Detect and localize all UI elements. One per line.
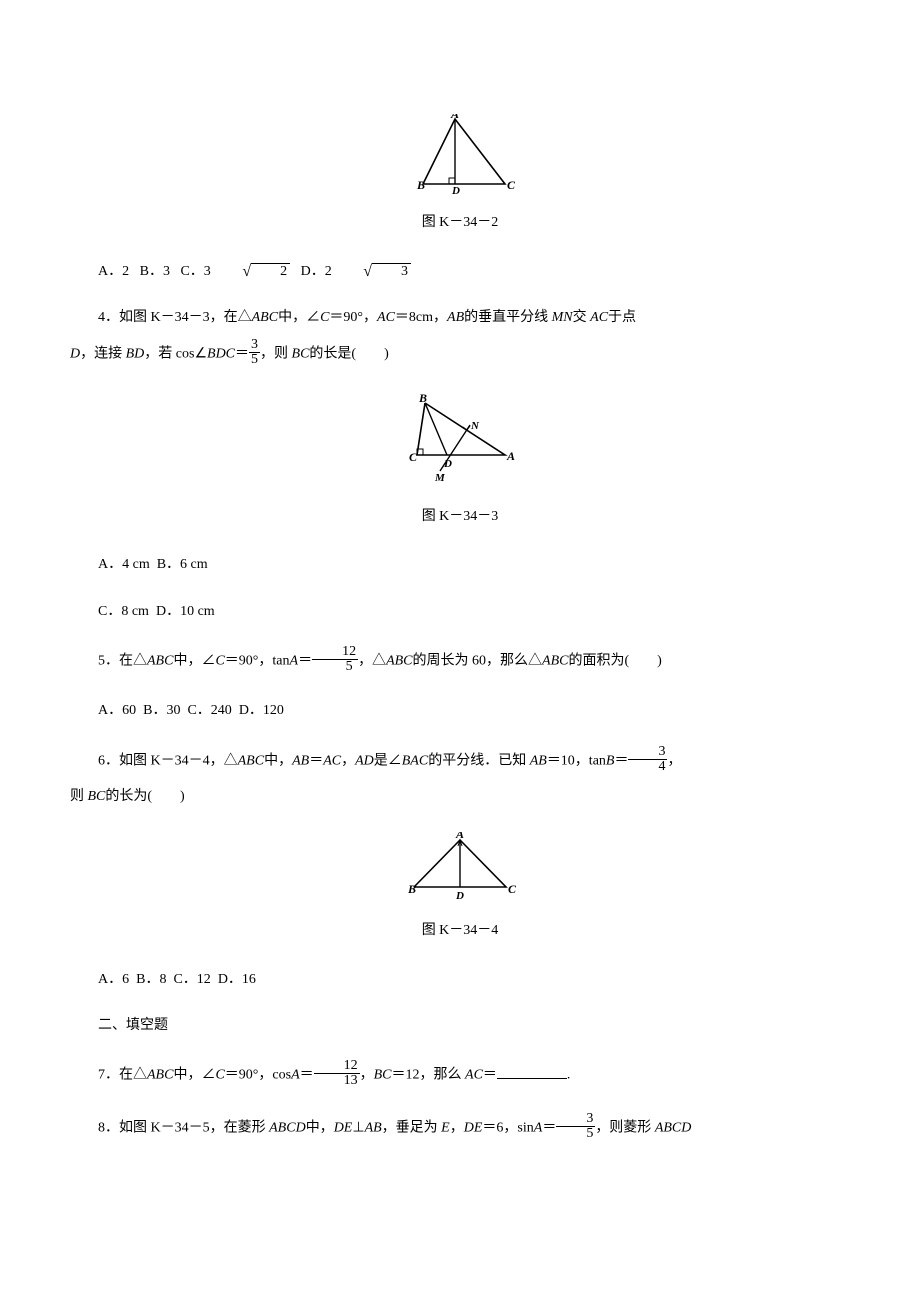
frac-12-5: 125	[312, 645, 358, 674]
label-A: A	[450, 114, 459, 121]
q7-text: 7．在△ABC中，∠C＝90°，cosA＝1213，BC＝12，那么 AC＝.	[70, 1061, 850, 1090]
label-D: D	[451, 185, 460, 194]
q4-text-line2: D，连接 BD，若 cos∠BDC＝35，则 BC的长是( )	[70, 340, 850, 369]
svg-text:A: A	[506, 449, 515, 463]
q5-opts: A．60 B．30 C．240 D．120	[70, 700, 850, 722]
figure-k-34-3: B C A D N M	[70, 393, 850, 496]
page-content: A B C D 图 K－34－2 A．2 B．3 C．3 √2 D．2 √3 4…	[0, 0, 920, 1207]
svg-text:C: C	[409, 450, 418, 464]
section-2-heading: 二、填空题	[70, 1015, 850, 1037]
q6-opts: A．6 B．8 C．12 D．16	[70, 969, 850, 991]
label-C: C	[507, 178, 515, 192]
blank-field	[497, 1064, 567, 1079]
q4-opts-cd: C．8 cm D．10 cm	[70, 601, 850, 623]
svg-text:M: M	[434, 472, 446, 484]
sqrt-2: √2	[214, 263, 290, 281]
svg-text:B: B	[418, 393, 427, 405]
figure-caption-2: 图 K－34－2	[70, 212, 850, 234]
opt-a: A．2	[98, 264, 129, 279]
opt-b: B．3	[140, 264, 170, 279]
frac-3-5: 35	[249, 338, 260, 367]
svg-text:D: D	[443, 458, 452, 470]
triangle-svg-4: A B D C	[400, 832, 520, 902]
figure-caption-4: 图 K－34－4	[70, 920, 850, 942]
q6-text-line1: 6．如图 K－34－4，△ABC中，AB＝AC，AD是∠BAC的平分线．已知 A…	[70, 747, 850, 776]
frac-3-5b: 35	[556, 1112, 595, 1141]
frac-12-13: 1213	[314, 1059, 360, 1088]
triangle-svg-2: A B C D	[405, 114, 515, 194]
figure-k-34-4: A B D C	[70, 832, 850, 910]
sqrt-3: √3	[335, 263, 411, 281]
svg-text:D: D	[455, 890, 464, 902]
q4-text-line1: 4．如图 K－34－3，在△ABC中，∠C＝90°，AC＝8cm，AB的垂直平分…	[70, 307, 850, 329]
svg-text:B: B	[407, 882, 416, 896]
q8-text: 8．如图 K－34－5，在菱形 ABCD中，DE⊥AB，垂足为 E，DE＝6，s…	[70, 1114, 850, 1143]
figure-k-34-2: A B C D	[70, 114, 850, 202]
opt-d-pre: D．2	[301, 264, 332, 279]
q5-text: 5．在△ABC中，∠C＝90°，tanA＝125，△ABC的周长为 60，那么△…	[70, 647, 850, 676]
q4-opts-ab: A．4 cm B．6 cm	[70, 554, 850, 576]
svg-text:N: N	[470, 420, 480, 432]
svg-text:C: C	[508, 882, 517, 896]
opt-c-pre: C．3	[180, 264, 210, 279]
frac-3-4: 34	[628, 745, 667, 774]
q6-text-line2: 则 BC的长为( )	[70, 786, 850, 808]
q3-options: A．2 B．3 C．3 √2 D．2 √3	[70, 261, 850, 283]
svg-text:A: A	[455, 832, 464, 841]
triangle-svg-3: B C A D N M	[395, 393, 525, 488]
label-B: B	[416, 178, 425, 192]
figure-caption-3: 图 K－34－3	[70, 506, 850, 528]
